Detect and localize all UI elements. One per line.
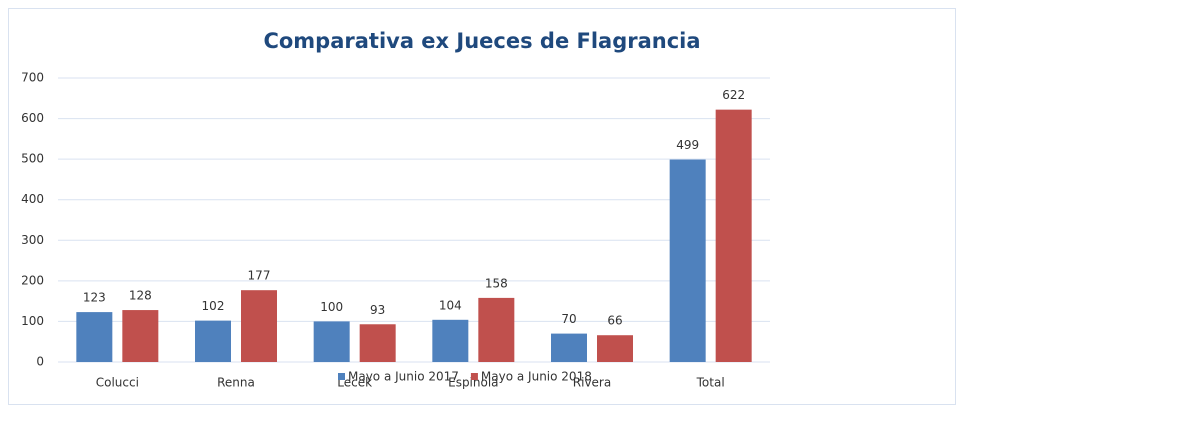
legend-swatch (338, 373, 345, 380)
y-tick-label: 400 (21, 192, 44, 206)
bar (313, 321, 350, 362)
x-tick-label: Espinola (448, 376, 498, 390)
y-tick-label: 600 (21, 111, 44, 125)
y-tick-label: 300 (21, 233, 44, 247)
bar (195, 320, 231, 362)
bar (432, 319, 469, 362)
data-label: 66 (607, 314, 622, 328)
bar (669, 159, 706, 362)
data-label: 104 (439, 298, 462, 312)
bar (551, 333, 587, 362)
data-label: 622 (722, 88, 745, 102)
y-tick-label: 0 (36, 355, 44, 369)
data-label: 102 (202, 299, 225, 313)
data-label: 158 (485, 276, 508, 290)
x-tick-label: Total (696, 376, 725, 390)
bar (241, 290, 277, 362)
chart-title: Comparativa ex Jueces de Flagrancia (263, 29, 700, 53)
data-label: 177 (248, 269, 271, 283)
x-tick-label: Lecek (337, 376, 372, 390)
legend-swatch (470, 373, 478, 380)
data-label: 93 (370, 303, 385, 317)
y-tick-label: 500 (21, 152, 44, 166)
bar (478, 297, 515, 362)
legend-label: Mayo a Junio 2017 (348, 370, 459, 384)
bar (597, 335, 633, 362)
bar (122, 310, 159, 362)
data-label: 123 (83, 291, 106, 305)
y-tick-label: 200 (21, 273, 44, 287)
x-tick-label: Renna (217, 376, 255, 390)
y-tick-label: 700 (21, 71, 44, 85)
legend-label: Mayo a Junio 2018 (481, 370, 592, 384)
bar (76, 312, 113, 362)
bar (715, 109, 752, 362)
x-tick-label: Rivera (573, 376, 611, 390)
data-label: 499 (676, 138, 699, 152)
data-label: 70 (561, 312, 576, 326)
bar (359, 324, 396, 362)
data-label: 128 (129, 289, 152, 303)
data-label: 100 (320, 300, 343, 314)
y-tick-label: 100 (21, 314, 44, 328)
x-tick-label: Colucci (96, 376, 139, 390)
